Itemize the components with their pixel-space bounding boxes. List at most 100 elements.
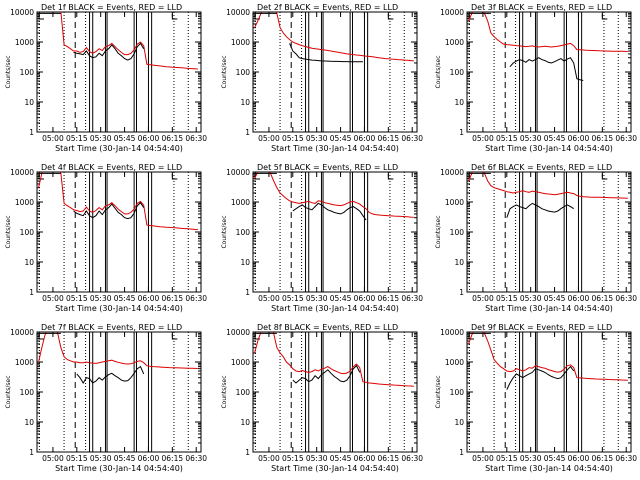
x-tick-label: 05:00 (258, 454, 280, 463)
x-tick-label: 06:00 (568, 294, 590, 303)
y-tick-label: 1 (459, 128, 464, 137)
x-tick-label: 06:00 (138, 294, 160, 303)
corner-mark (387, 334, 394, 340)
y-tick-label: 10 (454, 98, 464, 107)
y-axis-label: Counts/sec (221, 375, 228, 408)
y-axis-label: Counts/sec (221, 215, 228, 248)
plot-area (38, 172, 198, 292)
corner-mark (468, 334, 474, 340)
plot-frame (36, 171, 202, 293)
x-tick-label: 05:45 (114, 134, 136, 143)
x-tick-label: 06:30 (401, 454, 423, 463)
chart-title: Det 2f BLACK = Events, RED = LLD (257, 3, 398, 12)
events-series-line (468, 172, 574, 218)
y-tick-label: 10000 (10, 8, 34, 17)
x-tick-label: 05:45 (544, 454, 566, 463)
corner-mark (171, 14, 178, 20)
x-tick-label: 06:00 (568, 454, 590, 463)
y-tick-label: 100 (20, 228, 35, 237)
x-axis-label: Start Time (30-Jan-14 04:54:40) (55, 304, 183, 313)
y-tick-label: 10000 (440, 168, 464, 177)
y-tick-label: 10 (24, 98, 34, 107)
corner-mark (171, 334, 178, 340)
x-tick-label: 05:00 (42, 294, 64, 303)
x-tick-label: 05:15 (66, 454, 88, 463)
y-tick-label: 1000 (445, 38, 464, 47)
x-tick-label: 06:00 (354, 294, 376, 303)
y-axis-label: Counts/sec (5, 55, 12, 88)
x-tick-label: 06:30 (615, 134, 637, 143)
x-tick-label: 06:15 (162, 454, 184, 463)
y-tick-label: 10000 (10, 168, 34, 177)
x-tick-label: 06:00 (354, 134, 376, 143)
plot-frame (466, 331, 632, 453)
y-tick-label: 1000 (231, 198, 250, 207)
lld-series-line (468, 12, 628, 52)
lld-series-line (468, 172, 628, 199)
x-tick-label: 05:00 (42, 134, 64, 143)
y-tick-label: 100 (450, 228, 465, 237)
corner-mark (38, 334, 44, 340)
panel-det-8f: Det 8f BLACK = Events, RED = LLD Counts/s… (221, 323, 423, 473)
x-tick-label: 05:45 (114, 454, 136, 463)
plot-frame (466, 171, 632, 293)
x-tick-label: 05:15 (282, 454, 304, 463)
lld-series-line (254, 332, 414, 387)
y-tick-label: 1000 (15, 358, 34, 367)
panel-det-3f: Det 3f BLACK = Events, RED = LLD Counts/s… (435, 3, 637, 153)
y-tick-label: 100 (236, 228, 251, 237)
x-tick-label: 05:00 (472, 134, 494, 143)
lld-series-line (38, 12, 198, 70)
y-tick-label: 10000 (440, 328, 464, 337)
x-axis-label: Start Time (30-Jan-14 04:54:40) (271, 464, 399, 473)
x-tick-label: 05:30 (520, 294, 542, 303)
x-axis-label: Start Time (30-Jan-14 04:54:40) (485, 304, 613, 313)
y-axis-label: Counts/sec (435, 375, 442, 408)
events-series-line (468, 332, 575, 390)
y-tick-label: 1000 (445, 358, 464, 367)
x-axis-label: Start Time (30-Jan-14 04:54:40) (55, 464, 183, 473)
corner-mark (601, 334, 608, 340)
x-tick-label: 05:15 (496, 294, 518, 303)
x-tick-label: 05:45 (330, 294, 352, 303)
y-tick-label: 100 (236, 388, 251, 397)
x-tick-label: 05:15 (496, 134, 518, 143)
corner-mark (171, 174, 178, 180)
chart-title: Det 9f BLACK = Events, RED = LLD (471, 323, 612, 332)
y-tick-label: 10000 (226, 8, 250, 17)
x-axis-label: Start Time (30-Jan-14 04:54:40) (55, 144, 183, 153)
x-tick-label: 05:15 (282, 134, 304, 143)
y-tick-label: 1 (459, 448, 464, 457)
events-series-line (38, 12, 145, 61)
events-series-line (254, 332, 361, 384)
y-tick-label: 10 (240, 258, 250, 267)
plot-area (468, 172, 628, 292)
chart-title: Det 1f BLACK = Events, RED = LLD (41, 3, 182, 12)
y-axis-label: Counts/sec (435, 215, 442, 248)
panel-det-1f: Det 1f BLACK = Events, RED = LLD Counts/s… (5, 3, 207, 153)
corner-mark (38, 14, 44, 20)
plot-frame (252, 11, 418, 133)
x-tick-label: 05:45 (330, 454, 352, 463)
lld-series-line (468, 332, 628, 381)
x-tick-label: 06:30 (185, 134, 207, 143)
y-tick-label: 1000 (15, 38, 34, 47)
x-tick-label: 05:15 (282, 294, 304, 303)
corner-mark (387, 14, 394, 20)
plot-frame (466, 11, 632, 133)
events-series-line (468, 12, 584, 81)
y-tick-label: 1000 (231, 38, 250, 47)
lld-series-line (38, 172, 198, 231)
x-tick-label: 05:00 (42, 454, 64, 463)
y-tick-label: 10 (24, 258, 34, 267)
x-tick-label: 06:15 (162, 294, 184, 303)
plot-frame (252, 171, 418, 293)
x-tick-label: 06:30 (401, 134, 423, 143)
x-tick-label: 06:30 (615, 454, 637, 463)
y-tick-label: 1 (29, 448, 34, 457)
y-tick-label: 100 (450, 68, 465, 77)
y-tick-label: 10 (454, 258, 464, 267)
y-tick-label: 10000 (10, 328, 34, 337)
plot-frame (252, 331, 418, 453)
x-tick-label: 05:00 (258, 294, 280, 303)
